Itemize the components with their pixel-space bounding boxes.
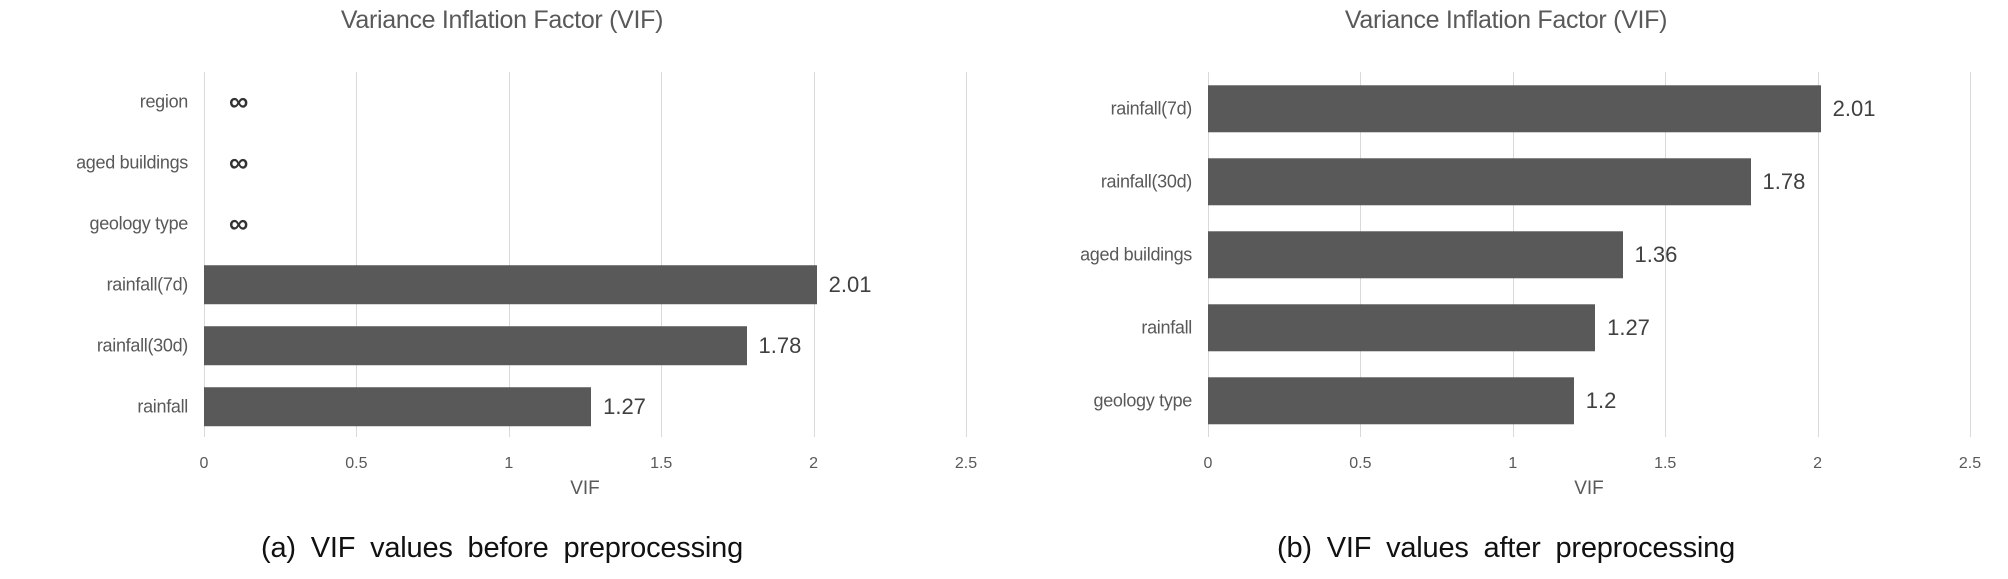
category-label: rainfall(30d): [96, 335, 188, 356]
bar-row: geology type ∞: [90, 194, 966, 255]
bar-row: rainfall(7d) 2.01: [107, 254, 966, 315]
x-tick-label: 0: [1203, 455, 1213, 472]
plot-area: region ∞ aged buildings ∞ geology type ∞ rainf…: [76, 72, 967, 437]
bar-row: aged buildings 1.36: [1080, 218, 1970, 291]
figure-caption-a: (a) VIF values before preprocessing: [261, 532, 743, 564]
x-tick-label: 1.5: [650, 455, 673, 472]
plot-area: rainfall(7d) 2.01 rainfall(30d) 1.78 aged bu…: [1080, 72, 1971, 437]
gridline: [661, 72, 663, 437]
category-label: aged buildings: [76, 152, 188, 173]
gridline: [1665, 72, 1667, 437]
value-label: 1.78: [758, 332, 802, 358]
x-tick-label: 2.5: [1958, 455, 1982, 472]
bar: [204, 325, 747, 366]
bar: [1208, 84, 1821, 133]
bar-row: rainfall(30d) 1.78: [97, 315, 966, 376]
x-tick-label: 2.5: [954, 455, 978, 472]
bar: [1208, 157, 1751, 206]
bar-row: rainfall(30d) 1.78: [1101, 145, 1970, 218]
figure-caption-b: (b) VIF values after preprocessing: [1277, 532, 1735, 564]
category-label: rainfall(7d): [1110, 98, 1193, 118]
gridline: [204, 72, 205, 437]
gridline: [966, 72, 967, 437]
x-tick-label: 0.5: [345, 455, 368, 472]
category-label: geology type: [1093, 390, 1193, 410]
gridline: [356, 72, 358, 437]
gridline: [1817, 72, 1819, 437]
gridline: [1970, 72, 1971, 437]
bar: [1208, 230, 1623, 279]
chart-title: Variance Inflation Factor (VIF): [1344, 6, 1668, 34]
x-tick-label: 0.5: [1349, 455, 1372, 472]
category-label: rainfall: [1141, 317, 1192, 337]
category-label: aged buildings: [1080, 244, 1192, 264]
value-label: 1.2: [1585, 387, 1617, 413]
bar: [1208, 376, 1574, 425]
gridline: [813, 72, 815, 437]
x-axis-ticks: 0 0.5 1 1.5 2 2.5: [200, 437, 978, 477]
bar: [204, 386, 592, 427]
chart-panel-before: Variance Inflation Factor (VIF) region ∞ a…: [76, 6, 978, 564]
category-label: geology type: [89, 213, 189, 234]
value-label: 1.78: [1762, 168, 1806, 194]
x-tick-label: 2: [809, 455, 819, 472]
category-label: rainfall(7d): [106, 274, 189, 295]
bar-row: rainfall(7d) 2.01: [1111, 72, 1970, 145]
bar-row: rainfall 1.27: [1141, 291, 1970, 364]
x-tick-label: 0: [199, 455, 209, 472]
value-label: 2.01: [828, 271, 872, 297]
x-tick-label: 1: [1508, 455, 1518, 472]
bar-row: region ∞: [140, 72, 966, 133]
x-tick-label: 1.5: [1654, 455, 1677, 472]
value-label: 1.27: [1607, 314, 1650, 340]
infinity-label: ∞: [229, 86, 249, 117]
bar-row: rainfall 1.27: [137, 376, 966, 437]
bar-row: geology type 1.2: [1094, 364, 1970, 437]
x-axis-ticks: 0 0.5 1 1.5 2 2.5: [1204, 437, 1982, 477]
x-tick-label: 1: [504, 455, 514, 472]
x-tick-label: 2: [1813, 455, 1823, 472]
bar: [204, 265, 817, 305]
bar-row: aged buildings ∞: [76, 133, 966, 194]
infinity-label: ∞: [229, 147, 249, 178]
bar: [1208, 303, 1596, 352]
gridline: [508, 72, 510, 437]
category-label: rainfall: [137, 396, 188, 417]
value-label: 1.27: [603, 393, 646, 419]
infinity-label: ∞: [229, 208, 249, 239]
value-label: 2.01: [1832, 95, 1876, 121]
x-axis-label: VIF: [1574, 478, 1604, 499]
x-axis-label: VIF: [570, 478, 600, 499]
chart-panel-after: Variance Inflation Factor (VIF) rainfall…: [1004, 0, 2008, 579]
chart-title: Variance Inflation Factor (VIF): [340, 6, 664, 34]
category-label: rainfall(30d): [1100, 171, 1192, 191]
value-label: 1.36: [1634, 241, 1678, 267]
category-label: region: [139, 91, 189, 112]
